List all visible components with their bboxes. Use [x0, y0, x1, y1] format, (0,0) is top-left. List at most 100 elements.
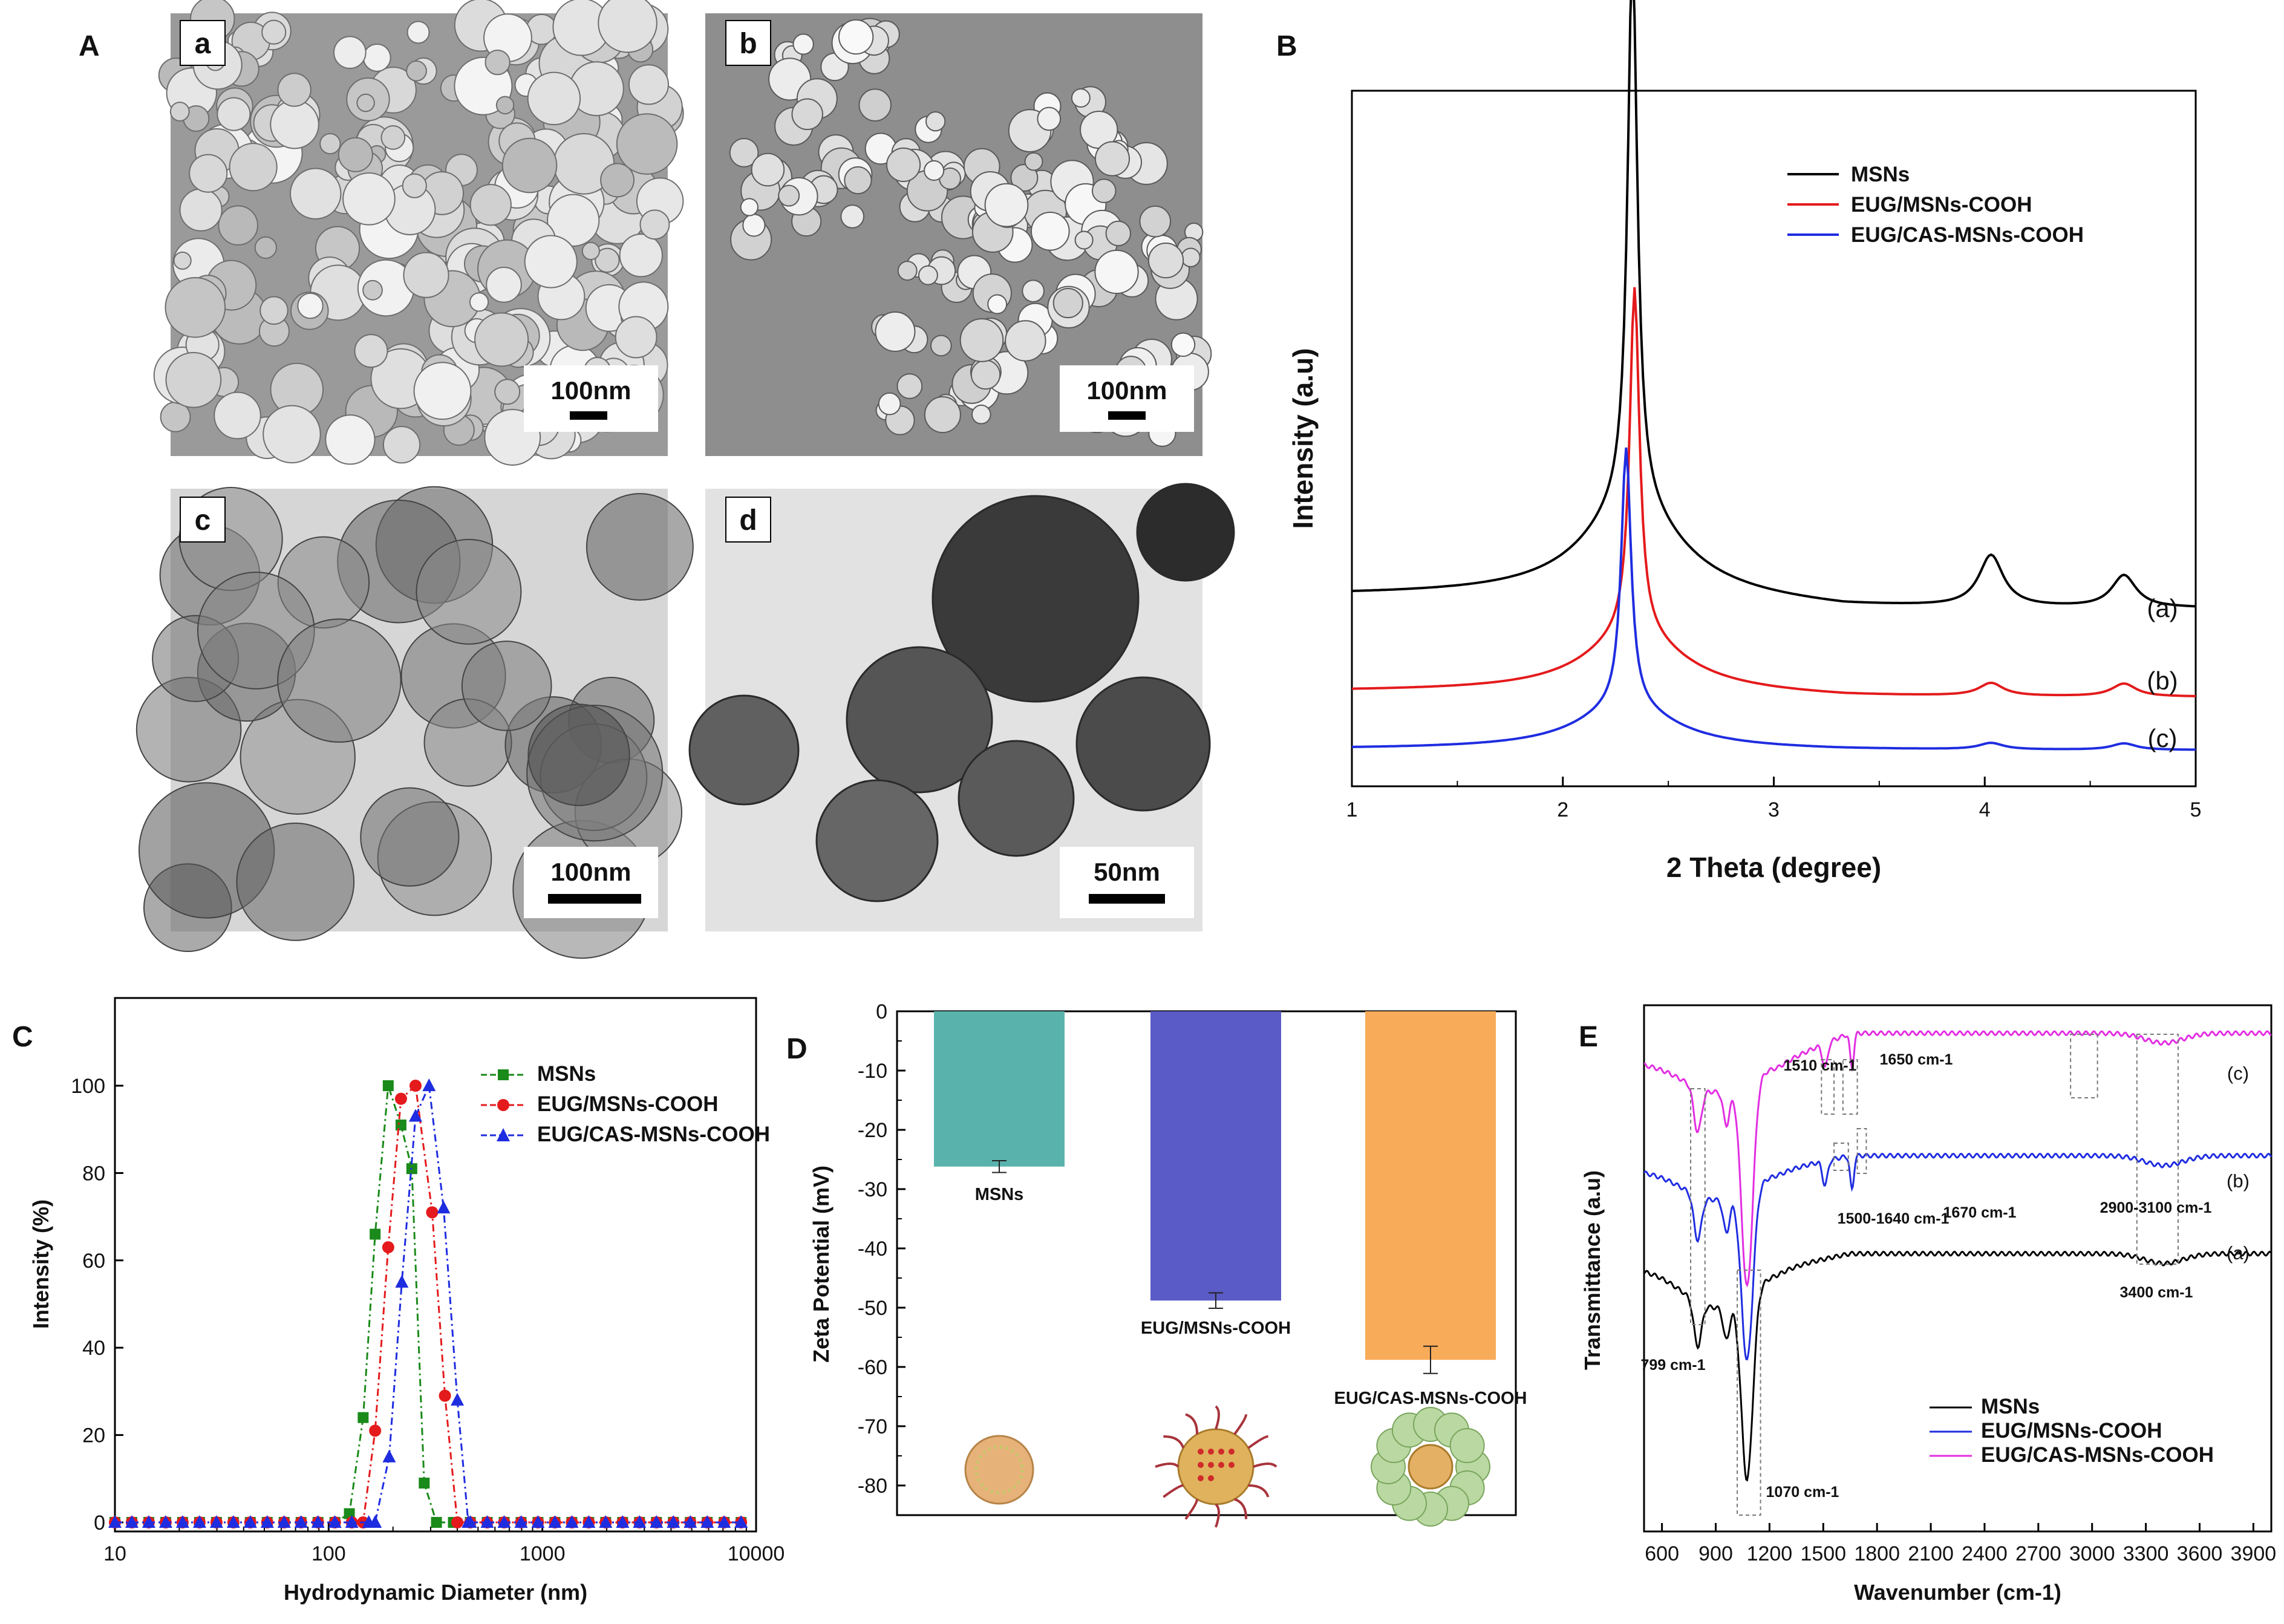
- data-point: [328, 1515, 342, 1528]
- x-tick-label: 1200: [1747, 1542, 1793, 1565]
- legend-label: EUG/CAS-MSNs-COOH: [1851, 223, 2084, 247]
- x-tick-label: 1500: [1800, 1542, 1846, 1565]
- x-tick-label: 2400: [1962, 1542, 2008, 1565]
- y-tick-label: 80: [82, 1162, 105, 1185]
- micrograph-d-tag: d: [739, 504, 757, 536]
- sphere: [261, 19, 287, 45]
- y-tick-label: 40: [82, 1337, 105, 1360]
- sphere: [362, 43, 391, 72]
- series-tag-1: (a): [2227, 1242, 2250, 1264]
- surface-chain: [1248, 1484, 1270, 1498]
- sphere: [524, 235, 578, 289]
- sphere: [325, 414, 376, 465]
- sphere: [469, 292, 489, 312]
- y-axis-title: Transmittance (a.u): [1580, 1170, 1605, 1370]
- data-point: [345, 1515, 359, 1528]
- cargo-dot: [1228, 1449, 1235, 1455]
- surface-chain: [1233, 1414, 1247, 1435]
- sphere: [382, 426, 421, 464]
- data-point: [357, 1412, 369, 1423]
- annotation-label: 1670 cm-1: [1943, 1204, 2017, 1221]
- scale-label-b: 100nm: [1086, 376, 1167, 405]
- sphere: [173, 251, 192, 270]
- data-point: [277, 1515, 291, 1528]
- micrograph-b: b 100nm: [705, 13, 1212, 456]
- x-tick-label: 3300: [2123, 1542, 2169, 1565]
- series-line-3: [115, 1082, 742, 1524]
- sphere: [342, 172, 396, 226]
- surface-chain: [1247, 1435, 1268, 1449]
- y-tick-label: -10: [858, 1060, 887, 1083]
- sphere: [254, 236, 277, 259]
- annotation-label: 1650 cm-1: [1880, 1051, 1953, 1068]
- sphere: [403, 252, 449, 298]
- scale-label-c: 100nm: [550, 858, 631, 886]
- sphere: [897, 261, 918, 281]
- data-point: [158, 1515, 172, 1528]
- sphere: [319, 132, 341, 155]
- data-point: [368, 1515, 382, 1528]
- sphere: [840, 204, 865, 229]
- sphere: [263, 405, 321, 464]
- sphere: [165, 276, 226, 338]
- y-tick-label: -70: [858, 1415, 887, 1438]
- surface-chain: [1185, 1413, 1199, 1435]
- y-tick-label: 0: [876, 1000, 887, 1023]
- sphere: [875, 311, 916, 352]
- sphere: [751, 152, 785, 187]
- surface-chain: [1215, 1503, 1220, 1528]
- data-point: [395, 1274, 409, 1288]
- y-tick-label: -30: [858, 1178, 887, 1201]
- nanoparticle-icon-eug: [1155, 1405, 1277, 1528]
- series-line-2: [115, 1083, 742, 1524]
- sphere: [527, 71, 581, 126]
- x-axis-title: Wavenumber (cm-1): [1854, 1580, 2061, 1605]
- data-point: [294, 1515, 308, 1528]
- x-tick-label: 5: [2190, 798, 2202, 821]
- y-tick-label: -50: [858, 1297, 887, 1320]
- sphere: [581, 241, 600, 261]
- data-point: [192, 1515, 206, 1528]
- data-point: [175, 1515, 189, 1528]
- sphere: [1022, 279, 1045, 302]
- legend-label: MSNs: [1981, 1395, 2040, 1418]
- sphere: [354, 334, 388, 368]
- series-tag-3: (c): [2227, 1063, 2249, 1084]
- series-line-1: [1351, 0, 2196, 608]
- surface-chain: [1234, 1498, 1248, 1519]
- zeta-bar-3: [1365, 1011, 1496, 1360]
- annotation-label: 1510 cm-1: [1784, 1057, 1857, 1074]
- data-point: [480, 1515, 494, 1528]
- x-tick-label: 4: [1979, 798, 1991, 821]
- sphere: [878, 392, 901, 416]
- cargo-dot: [1208, 1475, 1214, 1481]
- sphere: [1147, 242, 1184, 279]
- cargo-dot: [1208, 1449, 1214, 1455]
- legend-label: EUG/MSNs-COOH: [1981, 1419, 2162, 1443]
- surface-chain: [1163, 1435, 1185, 1449]
- bar-label-1: MSNs: [975, 1185, 1024, 1204]
- series-line-1: [1643, 1250, 2273, 1482]
- sphere: [987, 294, 1008, 315]
- chart-d: 0 -10 -20 -30 -40 -50 -60 -70 -80 Zeta Potential …: [809, 1000, 1527, 1528]
- chart-b: 1 2 3 4 5 2 Theta (degree) Intensity (a.u) (a) (…: [1287, 0, 2201, 883]
- annotation-box: [1833, 1143, 1849, 1171]
- surface-chain: [1184, 1499, 1198, 1520]
- legend-label: MSNs: [1851, 163, 1910, 186]
- particle: [846, 646, 993, 794]
- sphere: [485, 49, 511, 76]
- data-point: [582, 1515, 596, 1528]
- x-tick-label: 900: [1698, 1542, 1733, 1565]
- sphere: [1094, 249, 1139, 295]
- data-point: [382, 1080, 394, 1091]
- cargo-dot: [1228, 1462, 1235, 1468]
- sphere: [595, 247, 620, 273]
- sphere: [858, 88, 892, 122]
- sphere: [1091, 178, 1117, 203]
- sphere: [474, 312, 529, 367]
- data-point: [209, 1515, 223, 1528]
- sphere: [959, 318, 1004, 362]
- data-point: [108, 1515, 122, 1528]
- cargo-dot: [1198, 1475, 1204, 1481]
- sphere: [896, 373, 923, 399]
